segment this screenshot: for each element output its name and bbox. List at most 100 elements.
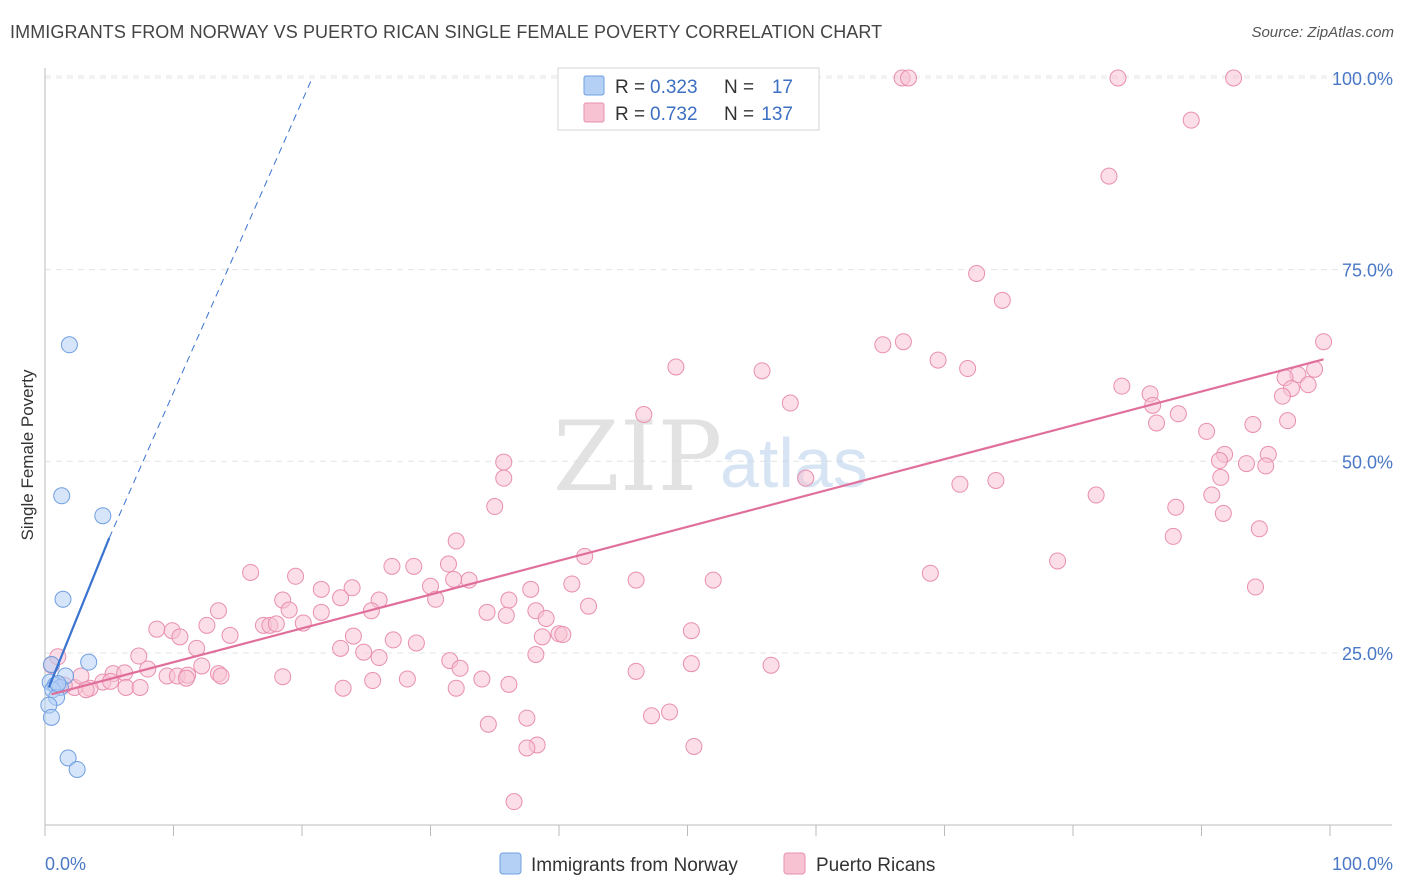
pr-point[interactable] [1273,387,1291,405]
pr-point[interactable] [1315,333,1333,351]
pr-point[interactable] [682,622,700,640]
pr-point[interactable] [486,498,504,516]
pr-point[interactable] [267,615,285,633]
pr-point[interactable] [451,659,469,677]
pr-point[interactable] [479,715,497,733]
pr-point[interactable] [370,649,388,667]
pr-point[interactable] [762,656,780,674]
pr-point[interactable] [993,291,1011,309]
pr-point[interactable] [894,333,912,351]
pr-point[interactable] [1203,486,1221,504]
pr-point[interactable] [987,471,1005,489]
pr-point[interactable] [667,358,685,376]
pr-point[interactable] [661,703,679,721]
pr-point[interactable] [242,563,260,581]
pr-point[interactable] [1164,527,1182,545]
pr-point[interactable] [398,670,416,688]
pr-point[interactable] [1214,504,1232,522]
pr-point[interactable] [343,579,361,597]
pr-point[interactable] [312,603,330,621]
norway-point[interactable] [94,507,112,525]
pr-point[interactable] [1225,69,1243,87]
pr-point[interactable] [500,591,518,609]
pr-point[interactable] [1100,167,1118,185]
pr-point[interactable] [364,672,382,690]
pr-point[interactable] [627,571,645,589]
pr-point[interactable] [117,678,135,696]
pr-point[interactable] [505,793,523,811]
pr-point[interactable] [383,557,401,575]
pr-point[interactable] [193,657,211,675]
pr-point[interactable] [704,571,722,589]
pr-point[interactable] [334,679,352,697]
pr-point[interactable] [1246,578,1264,596]
norway-point[interactable] [80,653,98,671]
pr-point[interactable] [445,570,463,588]
pr-point[interactable] [212,667,230,685]
pr-point[interactable] [1169,405,1187,423]
pr-point[interactable] [781,394,799,412]
pr-point[interactable] [355,643,373,661]
pr-point[interactable] [900,69,918,87]
pr-point[interactable] [1250,520,1268,538]
pr-point[interactable] [439,555,457,573]
pr-point[interactable] [478,603,496,621]
pr-point[interactable] [518,709,536,727]
pr-point[interactable] [921,564,939,582]
pr-point[interactable] [332,589,350,607]
bottom-legend-label-pr[interactable]: Puerto Ricans [816,855,935,876]
pr-point[interactable] [177,669,195,687]
pr-point[interactable] [1113,377,1131,395]
pr-point[interactable] [344,627,362,645]
pr-point[interactable] [554,626,572,644]
pr-point[interactable] [1279,412,1297,430]
pr-point[interactable] [447,679,465,697]
pr-point[interactable] [753,362,771,380]
pr-point[interactable] [1148,414,1166,432]
source-attribution[interactable]: Source: ZipAtlas.com [1251,24,1394,41]
pr-point[interactable] [405,557,423,575]
pr-point[interactable] [959,360,977,378]
pr-point[interactable] [384,631,402,649]
pr-point[interactable] [130,647,148,665]
pr-point[interactable] [407,634,425,652]
pr-point[interactable] [522,580,540,598]
pr-point[interactable] [1210,452,1228,470]
norway-point[interactable] [54,590,72,608]
pr-point[interactable] [1109,69,1127,87]
pr-point[interactable] [929,351,947,369]
pr-point[interactable] [1237,455,1255,473]
pr-point[interactable] [1212,468,1230,486]
pr-point[interactable] [198,616,216,634]
pr-point[interactable] [518,739,536,757]
pr-point[interactable] [627,662,645,680]
bottom-legend-swatch-norway[interactable] [499,852,522,875]
norway-point[interactable] [60,336,78,354]
pr-point[interactable] [171,628,189,646]
pr-point[interactable] [1198,422,1216,440]
norway-point[interactable] [59,749,77,767]
pr-point[interactable] [497,606,515,624]
pr-point[interactable] [951,475,969,493]
pr-point[interactable] [968,264,986,282]
pr-point[interactable] [495,453,513,471]
pr-point[interactable] [148,620,166,638]
pr-point[interactable] [495,469,513,487]
pr-point[interactable] [874,336,892,354]
pr-point[interactable] [287,567,305,585]
pr-point[interactable] [280,601,298,619]
pr-point[interactable] [1299,376,1317,394]
norway-point[interactable] [68,760,86,778]
pr-point[interactable] [635,406,653,424]
pr-point[interactable] [447,532,465,550]
bottom-legend-swatch-pr[interactable] [783,852,806,875]
norway-point[interactable] [53,487,71,505]
pr-point[interactable] [274,668,292,686]
pr-point[interactable] [682,655,700,673]
bottom-legend-label-norway[interactable]: Immigrants from Norway [531,855,738,876]
pr-point[interactable] [643,707,661,725]
pr-point[interactable] [332,639,350,657]
pr-point[interactable] [580,597,598,615]
pr-point[interactable] [1182,111,1200,129]
pr-point[interactable] [221,626,239,644]
